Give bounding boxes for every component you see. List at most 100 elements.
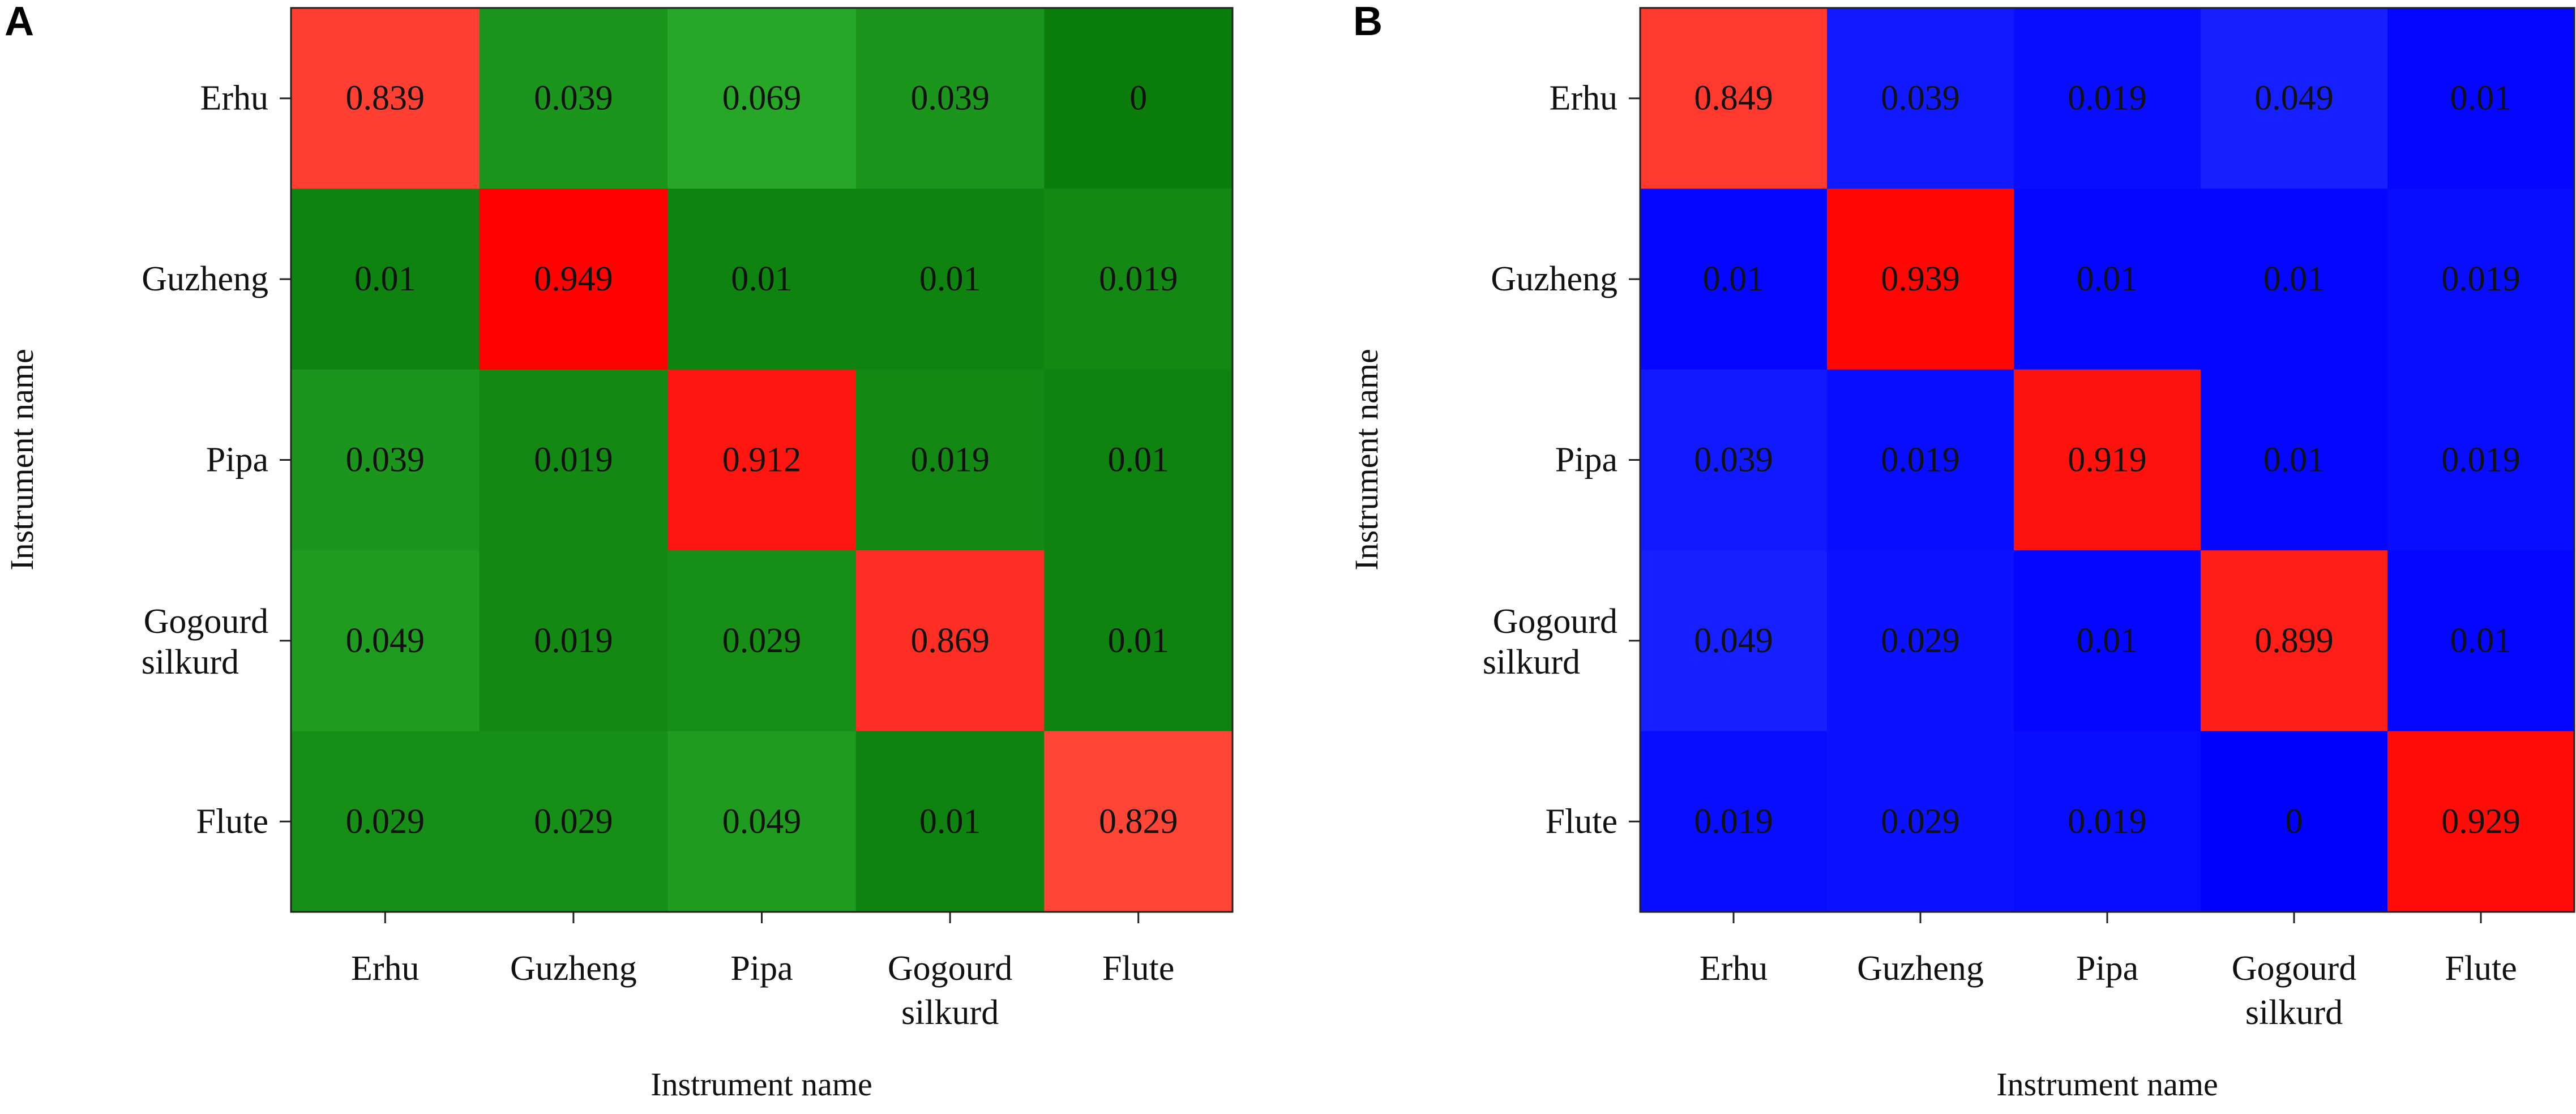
heatmap-cell [479, 550, 668, 732]
x-tick-label: Guzheng [1857, 949, 1984, 988]
heatmap-cell [855, 369, 1045, 551]
cell-value-label: 0.01 [2077, 260, 2138, 298]
heatmap-cell [2387, 550, 2575, 732]
heatmap-cell [855, 8, 1045, 189]
panel-label: B [1353, 0, 1383, 44]
y-tick-label: Guzheng [142, 260, 268, 298]
y-tick-label: Pipa [1555, 441, 1618, 479]
cell-value-label: 0.019 [534, 441, 613, 479]
cell-value-label: 0.01 [919, 802, 981, 841]
heatmap-cell [1640, 550, 1828, 732]
y-tick-label: Erhu [200, 79, 268, 118]
heatmap-cell [855, 188, 1045, 370]
heatmap-cell [667, 731, 857, 912]
y-tick-label: Flute [1546, 802, 1618, 841]
cell-value-label: 0.039 [1694, 441, 1773, 479]
cell-value-label: 0.01 [354, 260, 416, 298]
cell-value-label: 0.019 [2068, 79, 2147, 118]
panel-b: B 0.849 0.039 0.019 0.049 0.01 0.01 0.939 0.01 0.… [1348, 0, 2575, 1103]
cell-value-label: 0 [2286, 802, 2303, 841]
heatmap-cell [2201, 731, 2388, 912]
y-tick-label: Gogourd silkurd [142, 602, 268, 682]
heatmap-cell [1044, 8, 1233, 189]
heatmap-cell [1044, 188, 1233, 370]
x-tick-label: Erhu [351, 949, 420, 988]
heatmap-cell [291, 550, 480, 732]
heatmap-cell [1827, 369, 2014, 551]
cell-value-label: 0.919 [2068, 441, 2147, 479]
heatmap-cell [667, 369, 857, 551]
cell-value-label: 0.01 [2450, 79, 2512, 118]
y-axis-title: Instrument name [3, 349, 40, 570]
cell-value-label: 0.019 [1694, 802, 1773, 841]
heatmap-cell [667, 188, 857, 370]
heatmap-cell [2201, 8, 2388, 189]
heatmap-cell [667, 8, 857, 189]
heatmap-cell [479, 8, 668, 189]
cell-value-label: 0.049 [1694, 622, 1773, 660]
cell-value-label: 0.949 [534, 260, 613, 298]
cell-value-label: 0.049 [2254, 79, 2334, 118]
x-tick-label: Erhu [1700, 949, 1768, 988]
cell-value-label: 0.929 [2441, 802, 2521, 841]
heatmap-cell [1640, 731, 1828, 912]
y-axis-title: Instrument name [1348, 349, 1385, 570]
heatmap-cell [2387, 188, 2575, 370]
cell-value-label: 0.019 [2441, 441, 2521, 479]
cell-value-label: 0.019 [534, 622, 613, 660]
heatmap-cell [291, 8, 480, 189]
cell-value-label: 0.01 [1107, 622, 1169, 660]
heatmap-cell [1827, 550, 2014, 732]
heatmap-cell [2014, 188, 2201, 370]
cell-value-label: 0.01 [731, 260, 793, 298]
x-tick-label: Pipa [730, 949, 793, 988]
cell-value-label: 0.049 [722, 802, 802, 841]
cell-value-label: 0.029 [346, 802, 425, 841]
cell-value-label: 0.029 [534, 802, 613, 841]
heatmap-cell [2387, 369, 2575, 551]
cell-value-label: 0.039 [346, 441, 425, 479]
cell-value-label: 0.01 [1107, 441, 1169, 479]
cell-value-label: 0.01 [2450, 622, 2512, 660]
cell-value-label: 0.01 [1703, 260, 1765, 298]
panel-a: A 0.839 0.039 0.069 0.039 0 0.01 0.949 0.01 0.01 0… [3, 0, 1234, 1103]
cell-value-label: 0.019 [1099, 260, 1178, 298]
heatmap-cell [2387, 8, 2575, 189]
heatmap-cell [2014, 731, 2201, 912]
cell-value-label: 0.029 [1881, 622, 1960, 660]
x-tick-label: Flute [2445, 949, 2517, 988]
cell-value-label: 0.939 [1881, 260, 1960, 298]
cell-value-label: 0.839 [346, 79, 425, 118]
cell-value-label: 0.869 [910, 622, 990, 660]
heatmap-cell [1044, 550, 1233, 732]
heatmap-cell [291, 731, 480, 912]
heatmap-cell [855, 550, 1045, 732]
x-tick-label: Flute [1102, 949, 1174, 988]
panel-label: A [5, 0, 34, 44]
y-tick-label: Guzheng [1491, 260, 1618, 298]
y-tick-label: Flute [196, 802, 268, 841]
heatmap-cell [1640, 8, 1828, 189]
heatmap-cell [1044, 369, 1233, 551]
heatmap-cell [2387, 731, 2575, 912]
x-axis-title: Instrument name [651, 1066, 872, 1103]
heatmap-cell [1044, 731, 1233, 912]
cell-value-label: 0.039 [910, 79, 990, 118]
heatmap-cell [2201, 188, 2388, 370]
cell-value-label: 0.912 [722, 441, 802, 479]
heatmap-cell [2014, 8, 2201, 189]
cell-value-label: 0.019 [2441, 260, 2521, 298]
cell-value-label: 0.01 [2263, 260, 2325, 298]
heatmap-cell [2014, 550, 2201, 732]
cell-value-label: 0.019 [2068, 802, 2147, 841]
heatmap-cell [291, 188, 480, 370]
y-tick-label: Gogourd silkurd [1483, 602, 1618, 682]
cell-value-label: 0.069 [722, 79, 802, 118]
cell-value-label: 0 [1129, 79, 1147, 118]
x-tick-label: Gogourd silkurd [2232, 949, 2356, 1032]
cell-value-label: 0.01 [2077, 622, 2138, 660]
heatmap-cell [2201, 550, 2388, 732]
cell-value-label: 0.019 [1881, 441, 1960, 479]
heatmap-cell [855, 731, 1045, 912]
